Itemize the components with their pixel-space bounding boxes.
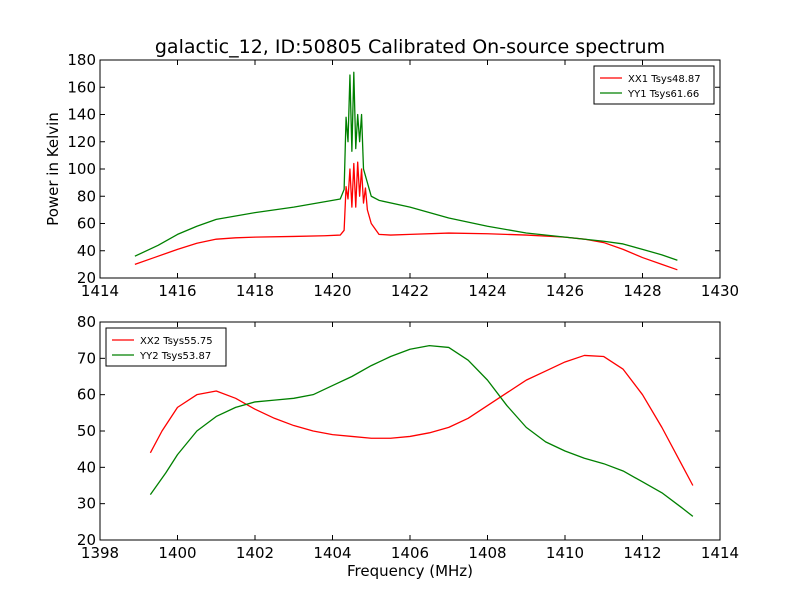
bottom-chart-ytick-label: 60 bbox=[77, 386, 96, 404]
top-chart-legend-label-2: YY1 Tsys61.66 bbox=[627, 89, 699, 100]
top-chart: galactic_12, ID:50805 Calibrated On-sour… bbox=[44, 36, 739, 300]
top-chart-xtick-label: 1424 bbox=[468, 282, 506, 300]
bottom-chart-ytick-label: 50 bbox=[77, 422, 96, 440]
top-chart-ylabel: Power in Kelvin bbox=[44, 112, 62, 226]
top-chart-legend: XX1 Tsys48.87 YY1 Tsys61.66 bbox=[593, 65, 715, 105]
top-chart-ytick-label: 120 bbox=[67, 133, 96, 151]
bottom-chart-xtick-label: 1412 bbox=[623, 544, 661, 562]
top-chart-xtick-label: 1414 bbox=[81, 282, 119, 300]
bottom-chart-ytick-label: 20 bbox=[77, 531, 96, 549]
bottom-chart-legend-box bbox=[105, 327, 227, 367]
top-chart-ytick-label: 20 bbox=[77, 269, 96, 287]
top-chart-xtick-label: 1418 bbox=[236, 282, 274, 300]
top-chart-ytick-label: 80 bbox=[77, 187, 96, 205]
top-chart-xtick-label: 1430 bbox=[701, 282, 739, 300]
top-chart-ytick-label: 180 bbox=[67, 51, 96, 69]
bottom-chart-ytick-label: 80 bbox=[77, 313, 96, 331]
top-chart-ytick-label: 60 bbox=[77, 215, 96, 233]
top-chart-xtick-label: 1420 bbox=[313, 282, 351, 300]
top-chart-xtick-label: 1416 bbox=[158, 282, 196, 300]
top-chart-legend-box bbox=[593, 65, 715, 105]
top-chart-series-line-2 bbox=[134, 71, 678, 261]
bottom-chart-series-line-1 bbox=[149, 354, 694, 486]
bottom-chart-xtick-label: 1408 bbox=[468, 544, 506, 562]
top-chart-title: galactic_12, ID:50805 Calibrated On-sour… bbox=[155, 36, 665, 58]
bottom-chart-xtick-label: 1402 bbox=[236, 544, 274, 562]
bottom-chart-ytick-label: 40 bbox=[77, 458, 96, 476]
bottom-chart-legend-label-1: XX2 Tsys55.75 bbox=[140, 336, 213, 347]
top-chart-ytick-label: 160 bbox=[67, 78, 96, 96]
bottom-chart-xtick-label: 1410 bbox=[546, 544, 584, 562]
bottom-chart-xtick-label: 1414 bbox=[701, 544, 739, 562]
bottom-chart: Frequency (MHz) 1398 1400 1402 1404 1406 1408… bbox=[77, 313, 739, 580]
bottom-chart-xtick-label: 1406 bbox=[391, 544, 429, 562]
top-chart-legend-label-1: XX1 Tsys48.87 bbox=[628, 74, 701, 85]
bottom-chart-xtick-label: 1398 bbox=[81, 544, 119, 562]
top-chart-ytick-label: 40 bbox=[77, 242, 96, 260]
bottom-chart-ytick-label: 30 bbox=[77, 495, 96, 513]
top-chart-xtick-label: 1422 bbox=[391, 282, 429, 300]
top-chart-ytick-label: 140 bbox=[67, 106, 96, 124]
top-chart-xtick-label: 1428 bbox=[623, 282, 661, 300]
bottom-chart-legend-label-2: YY2 Tsys53.87 bbox=[139, 351, 211, 362]
bottom-chart-xtick-label: 1400 bbox=[158, 544, 196, 562]
bottom-chart-xtick-label: 1404 bbox=[313, 544, 351, 562]
bottom-chart-xlabel: Frequency (MHz) bbox=[347, 562, 473, 580]
bottom-chart-ytick-label: 70 bbox=[77, 349, 96, 367]
bottom-chart-series-line-2 bbox=[149, 344, 694, 517]
bottom-chart-legend: XX2 Tsys55.75 YY2 Tsys53.87 bbox=[105, 327, 227, 367]
top-chart-xtick-label: 1426 bbox=[546, 282, 584, 300]
top-chart-ytick-label: 100 bbox=[67, 160, 96, 178]
